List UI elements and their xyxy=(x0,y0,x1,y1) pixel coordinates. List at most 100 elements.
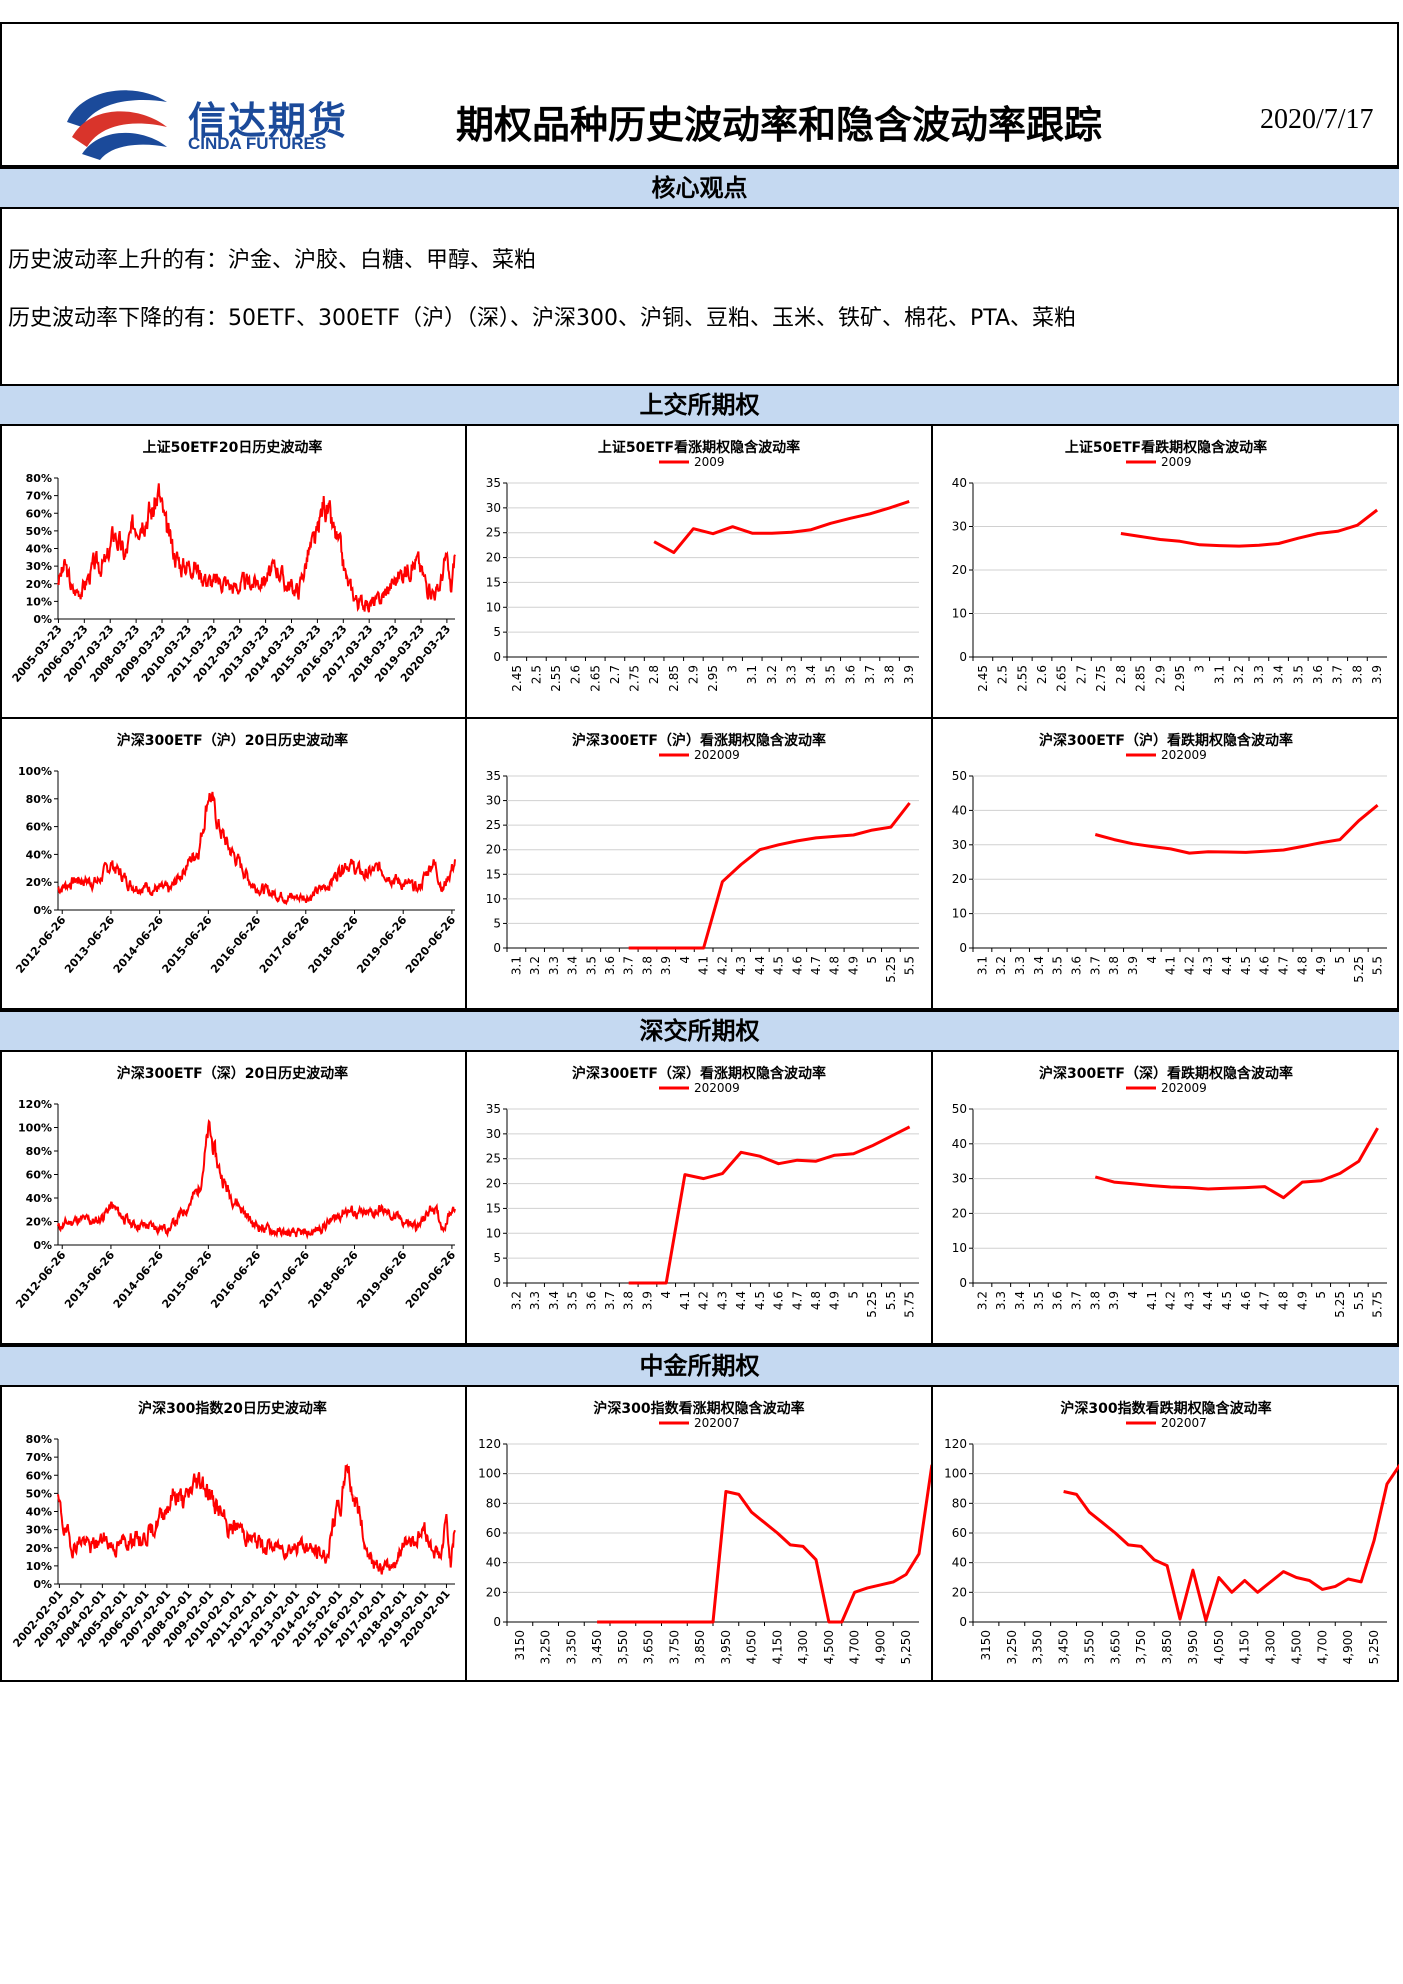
y-tick-label: 10 xyxy=(486,1226,501,1240)
chart-title: 沪深300ETF（沪）看跌期权隐含波动率 xyxy=(1039,732,1293,749)
x-tick-label: 3.7 xyxy=(863,665,877,684)
x-tick-label: 2016-06-26 xyxy=(208,1248,263,1311)
y-tick-label: 70% xyxy=(26,490,52,503)
y-tick-label: 120 xyxy=(478,1437,501,1451)
y-tick-label: 20 xyxy=(952,872,967,886)
y-tick-label: 20 xyxy=(952,563,967,577)
x-tick-label: 3.3 xyxy=(547,956,561,975)
x-tick-label: 5.25 xyxy=(865,1291,879,1318)
cffex-row-index: 沪深300指数20日历史波动率 0% 10% 20% 30% 40% 50% 60% 70% 80… xyxy=(0,1387,1399,1682)
y-tick-label: 60% xyxy=(26,1469,52,1482)
y-tick-label: 0% xyxy=(33,1239,52,1252)
y-tick-label: 20% xyxy=(26,1216,52,1229)
x-tick-label: 2.8 xyxy=(1114,665,1128,684)
y-tick-label: 80% xyxy=(26,793,52,806)
y-tick-label: 0 xyxy=(493,650,501,664)
line-chart: 沪深300ETF（沪）20日历史波动率 0% 20% 40% 60% 80% 100% 201… xyxy=(13,732,458,976)
x-tick-label: 5.25 xyxy=(1333,1291,1347,1318)
x-tick-label: 3.6 xyxy=(843,665,857,684)
x-tick-label: 3.8 xyxy=(883,665,897,684)
y-tick-label: 15 xyxy=(486,575,501,589)
x-tick-label: 3,350 xyxy=(564,1630,578,1664)
x-tick-label: 4.4 xyxy=(734,1291,748,1310)
x-tick-label: 2012-06-26 xyxy=(13,1248,68,1311)
chart-title: 沪深300ETF（深）20日历史波动率 xyxy=(117,1065,348,1082)
x-tick-label: 2015-06-26 xyxy=(159,1248,214,1311)
chart-cell: 沪深300ETF（深）20日历史波动率 0% 20% 40% 60% 80% 100% 120… xyxy=(0,1052,467,1343)
series-line xyxy=(1120,508,1379,548)
y-tick-label: 60% xyxy=(26,1169,52,1182)
x-tick-label: 3,450 xyxy=(590,1630,604,1664)
x-tick-label: 3 xyxy=(726,665,740,673)
x-tick-label: 3.7 xyxy=(1088,956,1102,975)
chart-title: 沪深300指数看跌期权隐含波动率 xyxy=(1060,1400,1271,1417)
x-tick-label: 4.7 xyxy=(809,956,823,975)
y-tick-label: 40% xyxy=(26,1192,52,1205)
x-tick-label: 2019-06-26 xyxy=(354,913,409,976)
x-tick-label: 5.25 xyxy=(1352,956,1366,983)
x-tick-label: 2016-06-26 xyxy=(208,913,263,976)
report-header: 信达期货 CINDA FUTURES 期权品种历史波动率和隐含波动率跟踪 202… xyxy=(0,22,1399,167)
y-tick-label: 40% xyxy=(26,1506,52,1519)
x-tick-label: 3.4 xyxy=(547,1291,561,1310)
x-tick-label: 3.6 xyxy=(584,1291,598,1310)
x-tick-label: 2014-06-26 xyxy=(111,913,166,976)
x-tick-label: 2.75 xyxy=(1094,665,1108,692)
x-tick-label: 3,350 xyxy=(1031,1630,1045,1664)
y-tick-label: 80% xyxy=(26,1433,52,1446)
x-tick-label: 3 xyxy=(1193,665,1207,673)
series-line xyxy=(1094,1127,1379,1200)
x-tick-label: 2.95 xyxy=(706,665,720,692)
szse-row-300etf: 沪深300ETF（深）20日历史波动率 0% 20% 40% 60% 80% 100% 120… xyxy=(0,1052,1399,1345)
legend: 202009 xyxy=(659,748,740,762)
x-tick-label: 3.8 xyxy=(1107,956,1121,975)
y-tick-label: 10 xyxy=(952,607,967,621)
y-tick-label: 80 xyxy=(486,1496,501,1510)
x-tick-label: 2.65 xyxy=(1055,665,1069,692)
x-tick-label: 4 xyxy=(1126,1291,1140,1299)
report-date: 2020/7/17 xyxy=(1260,104,1374,135)
section-szse-heading: 深交所期权 xyxy=(0,1010,1399,1052)
x-tick-label: 4,900 xyxy=(873,1630,887,1664)
y-tick-label: 40% xyxy=(26,848,52,861)
chart-cell: 沪深300指数看跌期权隐含波动率 202007 0 20 40 60 80 100 120 315… xyxy=(933,1387,1399,1682)
chart-cell: 上证50ETF20日历史波动率 0% 10% 20% 30% 40% 50% 60% 70% 80… xyxy=(0,426,467,717)
chart-cell: 上证50ETF看涨期权隐含波动率 2009 0 5 10 15 20 25 30 35 2.45 2.… xyxy=(467,426,933,717)
y-tick-label: 60% xyxy=(26,821,52,834)
sse-row-300etf: 沪深300ETF（沪）20日历史波动率 0% 20% 40% 60% 80% 100% 201… xyxy=(0,719,1399,1010)
legend-label: 202009 xyxy=(694,748,740,762)
x-tick-label: 4.5 xyxy=(753,1291,767,1310)
core-view-heading: 核心观点 xyxy=(0,167,1399,209)
y-tick-label: 0 xyxy=(959,1615,967,1629)
y-tick-label: 10 xyxy=(952,907,967,921)
y-tick-label: 0 xyxy=(493,941,501,955)
x-tick-label: 2.6 xyxy=(569,665,583,684)
y-tick-label: 25 xyxy=(486,526,501,540)
y-tick-label: 20 xyxy=(952,1585,967,1599)
y-tick-label: 40 xyxy=(952,803,967,817)
x-tick-label: 4.8 xyxy=(1277,1291,1291,1310)
x-tick-label: 3.2 xyxy=(509,1291,523,1310)
x-tick-label: 4.3 xyxy=(734,956,748,975)
y-tick-label: 40 xyxy=(952,1137,967,1151)
y-tick-label: 0% xyxy=(33,613,52,626)
sse-row-50etf: 上证50ETF20日历史波动率 0% 10% 20% 30% 40% 50% 60% 70% 80… xyxy=(0,426,1399,719)
legend: 2009 xyxy=(659,455,725,469)
x-tick-label: 4.6 xyxy=(1239,1291,1253,1310)
legend-label: 202007 xyxy=(1161,1416,1207,1430)
x-tick-label: 2.75 xyxy=(628,665,642,692)
y-tick-label: 20 xyxy=(952,1206,967,1220)
y-tick-label: 70% xyxy=(26,1451,52,1464)
y-tick-label: 100% xyxy=(18,1122,52,1135)
chart-cell: 沪深300ETF（沪）看跌期权隐含波动率 202009 0 10 20 30 40 50 3.1… xyxy=(933,719,1399,1008)
x-tick-label: 4,050 xyxy=(745,1630,759,1664)
y-tick-label: 20 xyxy=(486,1177,501,1191)
legend: 202009 xyxy=(659,1081,740,1095)
y-tick-label: 20% xyxy=(26,876,52,889)
x-tick-label: 4.4 xyxy=(753,956,767,975)
x-tick-label: 4.1 xyxy=(678,1291,692,1310)
x-tick-label: 4.5 xyxy=(1239,956,1253,975)
x-tick-label: 4,300 xyxy=(796,1630,810,1664)
